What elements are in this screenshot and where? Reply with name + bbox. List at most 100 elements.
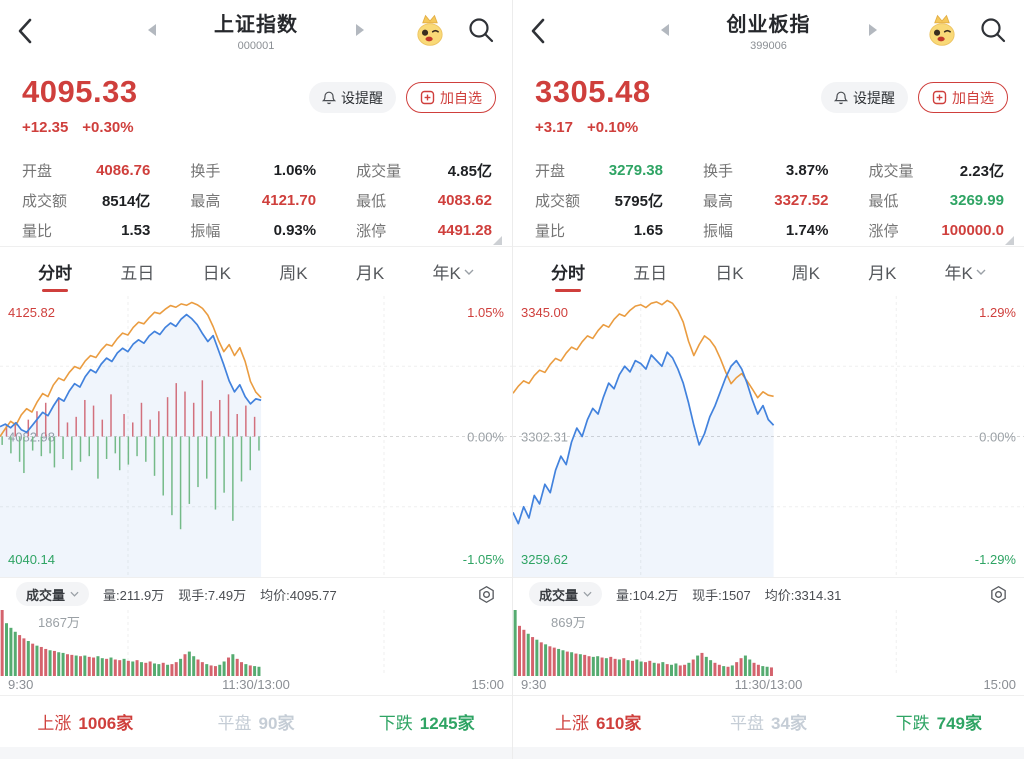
tab-yearly-k[interactable]: 年K (945, 247, 986, 296)
prev-index-icon[interactable] (148, 24, 156, 36)
time-axis: 9:30 11:30/13:00 15:00 (513, 676, 1024, 695)
stat-amplitude: 振幅 0.93% (190, 222, 317, 241)
indicator-volume: 量:104.2万 (616, 587, 679, 603)
time-open: 9:30 (8, 677, 34, 692)
chevron-down-icon (583, 591, 592, 597)
tab-daily-k[interactable]: 日K (202, 264, 231, 283)
tab-monthly-k[interactable]: 月K (355, 264, 385, 283)
tab-5day[interactable]: 五日 (120, 264, 155, 283)
footer-strip (513, 747, 1024, 759)
stats-expand-icon[interactable] (493, 236, 502, 245)
breadth-decliners: 下跌 749家 (895, 714, 982, 733)
indicator-selector[interactable]: 成交量 (529, 582, 603, 606)
stat-limit-up: 涨停 100000.0 (868, 222, 1004, 241)
intraday-chart[interactable]: 4125.82 1.05% 4082.98 0.00% 4040.14 -1.0… (0, 296, 512, 577)
mascot-assistant-icon[interactable] (924, 12, 960, 48)
tab-monthly-k[interactable]: 月K (868, 264, 897, 283)
mascot-assistant-icon[interactable] (412, 12, 448, 48)
indicator-bar: 成交量 量:104.2万 现手:1507 均价:3314.31 (513, 578, 1024, 610)
time-midday: 11:30/13:00 (222, 677, 290, 692)
set-alert-button[interactable]: 设提醒 (309, 82, 396, 113)
time-midday: 11:30/13:00 (734, 677, 803, 692)
chart-high-pct-label: 1.05% (467, 305, 504, 320)
back-button[interactable] (527, 14, 557, 48)
index-panel-chinext: 创业板指 399006 (512, 0, 1024, 759)
stat-amount: 成交额 8514亿 (22, 192, 151, 210)
search-icon[interactable] (978, 15, 1008, 45)
stat-volume: 成交量 2.23亿 (868, 162, 1004, 180)
market-breadth: 上涨 1006家 平盘 90家 下跌 1245家 (0, 696, 512, 747)
tab-weekly-k[interactable]: 周K (279, 264, 308, 283)
header: 创业板指 399006 (513, 0, 1024, 64)
header: 上证指数 000001 (0, 0, 512, 64)
stats-grid: 开盘 3279.38 换手 3.87% 成交量 2.23亿 成交额 5795亿 最高 33… (513, 150, 1024, 246)
tab-intraday[interactable]: 分时 (38, 247, 72, 296)
price-change-pct: +0.30% (82, 119, 134, 136)
breadth-unchanged: 平盘 34家 (730, 714, 807, 733)
period-tabs: 分时 五日 日K 周K 月K 年K (0, 247, 512, 296)
indicator-lots: 现手:1507 (692, 587, 751, 603)
chart-low-label: 3259.62 (521, 552, 568, 567)
index-code: 399006 (750, 40, 787, 52)
chart-low-pct-label: -1.05% (462, 552, 504, 567)
indicator-settings-icon[interactable] (989, 585, 1008, 604)
next-index-icon[interactable] (356, 24, 364, 36)
add-watchlist-label: 加自选 (952, 89, 994, 106)
chart-high-label: 4125.82 (8, 305, 55, 320)
indicator-settings-icon[interactable] (477, 585, 496, 604)
chart-low-pct-label: -1.29% (974, 552, 1016, 567)
index-code: 000001 (237, 40, 275, 52)
stats-expand-icon[interactable] (1005, 236, 1014, 245)
index-panel-shanghai: 上证指数 000001 (0, 0, 512, 759)
price-change-pct: +0.10% (586, 119, 639, 136)
tab-5day[interactable]: 五日 (633, 264, 668, 283)
add-watchlist-button[interactable]: 加自选 (918, 82, 1008, 113)
stat-high: 最高 3327.52 (702, 191, 829, 210)
breadth-advancers: 上涨 610家 (554, 714, 642, 733)
quote-section: 3305.48 +3.17 +0.10% 设提醒 加自选 (513, 64, 1024, 150)
time-open: 9:30 (521, 677, 547, 692)
quote-section: 4095.33 +12.35 +0.30% 设提醒 加自选 (0, 64, 512, 150)
stat-low: 最低 3269.99 (868, 191, 1004, 210)
tab-yearly-k[interactable]: 年K (432, 247, 474, 296)
period-tabs: 分时 五日 日K 周K 月K 年K (513, 247, 1024, 296)
intraday-chart[interactable]: 3345.00 1.29% 3302.31 0.00% 3259.62 -1.2… (513, 296, 1024, 577)
indicator-lots: 现手:7.49万 (178, 587, 247, 603)
page-title: 创业板指 (726, 14, 811, 36)
bell-icon (834, 91, 848, 105)
search-icon[interactable] (466, 15, 496, 45)
market-breadth: 上涨 610家 平盘 34家 下跌 749家 (513, 696, 1024, 747)
chart-high-label: 3345.00 (521, 305, 568, 320)
stat-turnover-rate: 换手 1.06% (190, 161, 317, 180)
set-alert-button[interactable]: 设提醒 (821, 82, 908, 113)
tab-weekly-k[interactable]: 周K (791, 264, 821, 283)
breadth-decliners: 下跌 1245家 (378, 714, 475, 733)
bell-icon (322, 91, 336, 105)
tab-daily-k[interactable]: 日K (715, 264, 744, 283)
stats-grid: 开盘 4086.76 换手 1.06% 成交量 4.85亿 成交额 8514亿 最高 41… (0, 150, 512, 246)
add-watchlist-button[interactable]: 加自选 (406, 82, 496, 113)
stat-limit-up: 涨停 4491.28 (356, 222, 492, 241)
prev-index-icon[interactable] (660, 24, 669, 36)
footer-strip (0, 747, 512, 759)
tab-intraday[interactable]: 分时 (551, 247, 585, 296)
stat-turnover-rate: 换手 3.87% (702, 161, 829, 180)
volume-chart: 1867万 (0, 610, 512, 676)
time-close: 15:00 (471, 677, 504, 692)
volume-chart: 869万 (513, 610, 1024, 676)
chevron-down-icon (70, 591, 79, 597)
indicator-selector[interactable]: 成交量 (16, 582, 90, 606)
chart-midline-pct-label: 0.00% (979, 429, 1016, 444)
stat-amount: 成交额 5795亿 (535, 192, 663, 210)
stat-amplitude: 振幅 1.74% (702, 222, 829, 241)
time-axis: 9:30 11:30/13:00 15:00 (0, 676, 512, 695)
stat-volume: 成交量 4.85亿 (356, 162, 492, 180)
add-watchlist-label: 加自选 (440, 89, 482, 106)
stat-volume-ratio: 量比 1.53 (22, 222, 151, 241)
price-change: +3.17 (535, 119, 573, 136)
next-index-icon[interactable] (868, 24, 877, 36)
indicator-volume: 量:211.9万 (103, 587, 165, 603)
back-button[interactable] (14, 14, 44, 48)
chevron-down-icon (464, 269, 474, 275)
